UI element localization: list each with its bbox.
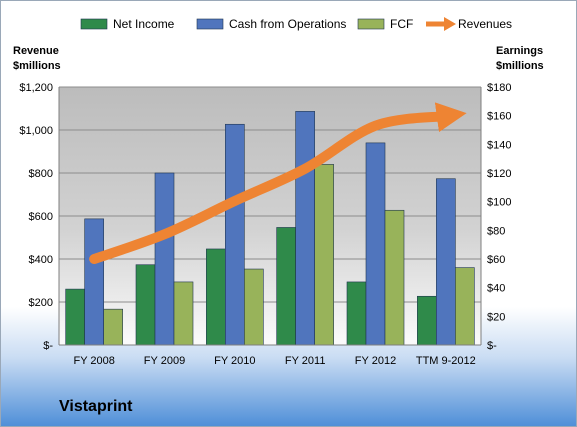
- left-tick-label: $800: [29, 168, 53, 180]
- legend-swatch-fcf: [357, 18, 385, 30]
- bar-net-income: [346, 281, 367, 346]
- left-tick-label: $-: [43, 340, 53, 352]
- right-tick-label: $180: [487, 82, 511, 94]
- right-tick-label: $120: [487, 168, 511, 180]
- right-tick-label: $40: [487, 283, 505, 295]
- left-axis-title-line1: Revenue: [13, 45, 59, 57]
- x-tick-label: FY 2008: [73, 355, 114, 367]
- revenue-line: [89, 102, 467, 264]
- x-tick-label: FY 2010: [214, 355, 255, 367]
- bar-fcf: [384, 209, 405, 346]
- left-axis-title-line2: $millions: [13, 60, 61, 72]
- legend-label-cash-from-operations: Cash from Operations: [229, 17, 346, 31]
- company-name: Vistaprint: [59, 398, 133, 415]
- bar-fcf: [244, 268, 264, 346]
- bar-fcf: [173, 281, 194, 346]
- x-tick-label: FY 2012: [355, 355, 396, 367]
- line-revenues: [89, 102, 467, 264]
- legend-label-fcf: FCF: [390, 17, 413, 31]
- bar-fcf: [103, 308, 123, 346]
- bar-fcf: [314, 164, 334, 346]
- bar-cash-from-operations: [365, 142, 386, 346]
- right-tick-label: $20: [487, 311, 505, 323]
- legend-label-net-income: Net Income: [113, 17, 175, 31]
- axes: Revenue $millions Earnings $millions $- $…: [13, 45, 544, 367]
- left-tick-label: $1,200: [19, 82, 53, 94]
- bar-cash-from-operations: [225, 123, 245, 346]
- legend: Net Income Cash from Operations FCF Revenue…: [80, 17, 512, 31]
- bar-net-income: [206, 248, 226, 346]
- legend-arrow-revenues: [444, 17, 456, 31]
- right-tick-label: $60: [487, 254, 505, 266]
- left-tick-label: $1,000: [19, 125, 53, 137]
- bar-cash-from-operations: [436, 178, 456, 346]
- bar-cash-from-operations: [154, 172, 175, 346]
- bar-cash-from-operations: [295, 111, 315, 346]
- left-tick-label: $200: [29, 297, 53, 309]
- right-tick-label: $-: [487, 340, 497, 352]
- left-tick-label: $600: [29, 211, 53, 223]
- bar-net-income: [65, 288, 85, 346]
- bar-cash-from-operations: [84, 218, 104, 346]
- left-tick-label: $400: [29, 254, 53, 266]
- x-tick-label: TTM 9-2012: [416, 355, 476, 367]
- x-tick-label: FY 2011: [285, 355, 326, 367]
- legend-swatch-net-income: [80, 18, 108, 30]
- right-tick-label: $100: [487, 197, 511, 209]
- right-tick-label: $160: [487, 111, 511, 123]
- right-tick-label: $80: [487, 225, 505, 237]
- right-axis-title-line1: Earnings: [496, 45, 543, 57]
- right-axis-title-line2: $millions: [496, 60, 544, 72]
- bar-fcf: [455, 267, 475, 346]
- legend-label-revenues: Revenues: [458, 17, 512, 31]
- bar-net-income: [276, 227, 296, 346]
- bar-net-income: [417, 295, 437, 346]
- legend-swatch-cash-from-operations: [196, 18, 224, 30]
- right-tick-label: $140: [487, 139, 511, 151]
- bar-net-income: [135, 264, 156, 346]
- x-tick-label: FY 2009: [144, 355, 185, 367]
